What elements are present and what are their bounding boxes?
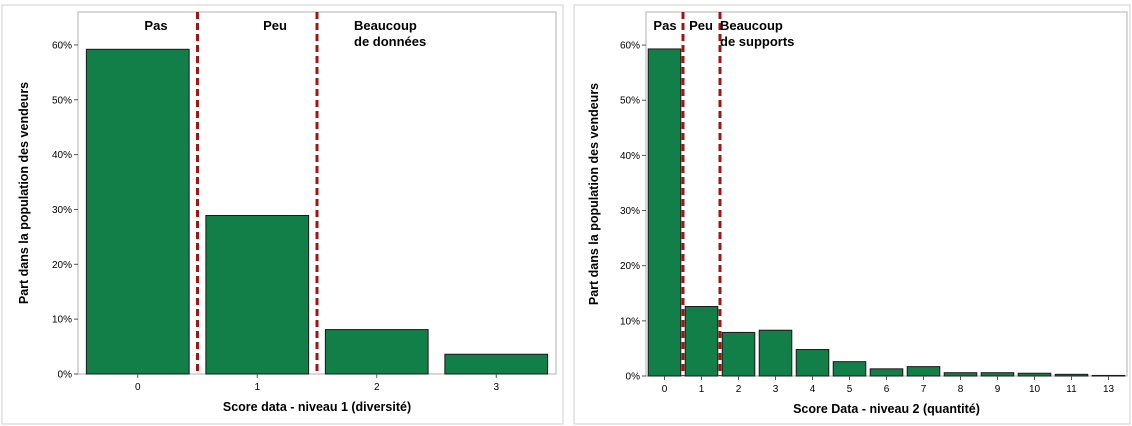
- zone-label: Beaucoup: [720, 18, 783, 33]
- bar: [758, 329, 793, 377]
- x-tick-label: 4: [810, 384, 816, 395]
- bar: [795, 349, 830, 377]
- y-tick-label: 30%: [52, 205, 72, 216]
- y-tick-label: 60%: [52, 40, 72, 51]
- zone-label: de supports: [720, 34, 794, 49]
- y-tick-label: 0%: [626, 372, 641, 383]
- y-tick-label: 0%: [58, 370, 73, 381]
- y-tick-label: 60%: [620, 41, 640, 52]
- x-tick-label: 1: [699, 384, 705, 395]
- x-tick-label: 8: [958, 384, 964, 395]
- zone-label: Beaucoup: [354, 18, 417, 33]
- y-tick-label: 40%: [52, 150, 72, 161]
- x-tick-label: 13: [1103, 384, 1115, 395]
- x-tick-label: 6: [884, 384, 890, 395]
- bar: [647, 48, 682, 377]
- bar: [869, 368, 904, 377]
- y-tick-label: 50%: [620, 96, 640, 107]
- y-tick-label: 50%: [52, 95, 72, 106]
- y-axis-title: Part dans la population des vendeurs: [17, 82, 31, 304]
- bar: [324, 329, 429, 375]
- x-tick-label: 2: [374, 382, 380, 393]
- x-tick-label: 10: [1029, 384, 1041, 395]
- bar: [980, 372, 1015, 377]
- y-tick-label: 40%: [620, 151, 640, 162]
- bar: [444, 353, 549, 375]
- bar: [906, 366, 941, 377]
- y-tick-label: 20%: [620, 261, 640, 272]
- x-tick-label: 0: [135, 382, 141, 393]
- x-tick-label: 1: [254, 382, 260, 393]
- bar: [1091, 374, 1126, 377]
- bar: [832, 361, 867, 377]
- x-tick-label: 7: [921, 384, 927, 395]
- chart-panel-quantity: 0% 10% 20% 30% 40% 50% 60% 0 1 2 3 4 5 6 7 8 9 10 11 13 Pas P…: [572, 0, 1132, 426]
- x-tick-label: 9: [995, 384, 1001, 395]
- zone-label: Pas: [144, 18, 167, 33]
- zone-label: Peu: [263, 18, 287, 33]
- zone-label: Pas: [653, 18, 676, 33]
- y-tick-label: 20%: [52, 260, 72, 271]
- x-tick-label: 3: [773, 384, 779, 395]
- x-tick-label: 0: [662, 384, 668, 395]
- bar: [205, 214, 310, 375]
- x-tick-label: 11: [1066, 384, 1077, 395]
- y-tick-label: 10%: [620, 316, 640, 327]
- x-axis-title: Score Data - niveau 2 (quantité): [793, 402, 980, 416]
- bar: [943, 372, 978, 377]
- x-tick-label: 2: [736, 384, 742, 395]
- y-tick-label: 10%: [52, 315, 72, 326]
- bar: [1054, 373, 1089, 377]
- zone-label: Peu: [689, 18, 713, 33]
- bar-chart-quantity: 0% 10% 20% 30% 40% 50% 60% 0 1 2 3 4 5 6 7 8 9 10 11 13 Pas P…: [573, 4, 1131, 425]
- x-axis-title: Score data - niveau 1 (diversité): [223, 400, 411, 414]
- x-tick-label: 5: [847, 384, 853, 395]
- bar: [684, 306, 719, 377]
- x-tick-label: 3: [493, 382, 499, 393]
- bar-chart-diversity: 0% 10% 20% 30% 40% 50% 60% 0 1 2 3 Pas Peu Beaucoupde…: [1, 4, 564, 425]
- bar: [1017, 372, 1052, 377]
- y-tick-label: 30%: [620, 206, 640, 217]
- y-axis-title: Part dans la population des vendeurs: [587, 83, 601, 305]
- chart-panel-diversity: 0% 10% 20% 30% 40% 50% 60% 0 1 2 3 Pas Peu Beaucoup de…: [1, 4, 564, 425]
- bar: [721, 331, 756, 377]
- zone-label: de données: [354, 34, 426, 49]
- bar: [85, 48, 190, 375]
